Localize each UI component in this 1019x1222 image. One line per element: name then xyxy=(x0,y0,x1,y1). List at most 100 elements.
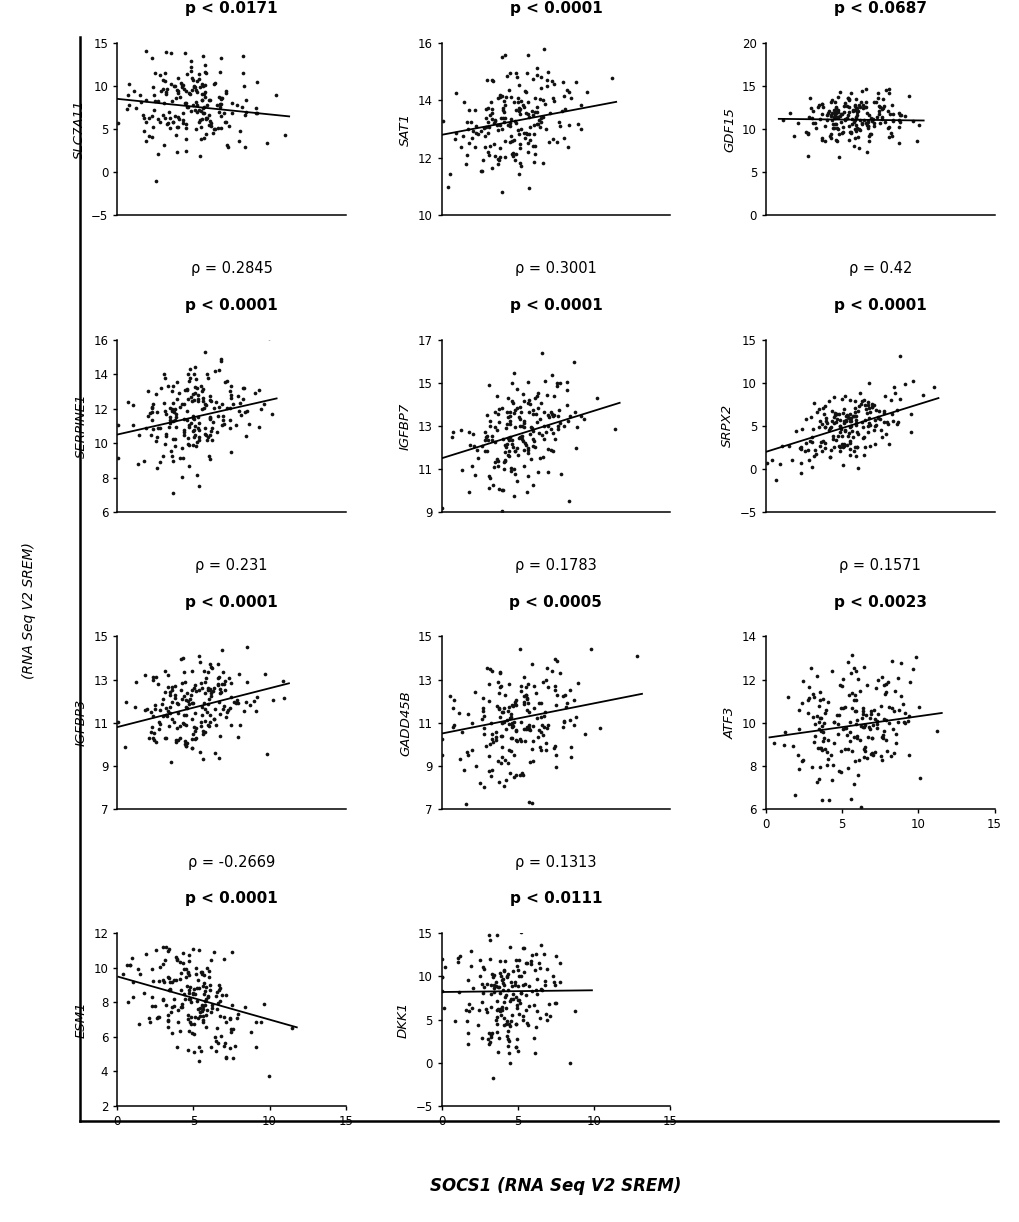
Point xyxy=(856,98,872,117)
Point xyxy=(488,1000,504,1019)
Point xyxy=(500,741,517,760)
Point xyxy=(557,697,574,716)
Point xyxy=(500,675,517,694)
Point xyxy=(234,46,251,66)
Point xyxy=(566,1002,582,1022)
Point xyxy=(484,760,500,780)
Point xyxy=(533,980,549,1000)
Point xyxy=(212,679,228,699)
Point xyxy=(810,720,826,739)
Point xyxy=(198,109,214,128)
Point xyxy=(846,406,862,425)
Point xyxy=(840,88,856,108)
Point xyxy=(194,400,210,419)
Point xyxy=(804,708,820,727)
Point xyxy=(863,397,879,417)
Point xyxy=(483,92,499,111)
Point xyxy=(850,750,866,770)
Point xyxy=(522,393,538,413)
Point xyxy=(189,82,205,101)
Point xyxy=(873,99,890,119)
Point xyxy=(158,84,174,104)
Point xyxy=(508,472,525,491)
Point xyxy=(175,649,192,668)
Point xyxy=(197,683,213,703)
Point xyxy=(876,112,893,132)
Point xyxy=(480,430,496,450)
Point xyxy=(163,1002,179,1022)
Point xyxy=(925,378,942,397)
Point xyxy=(546,75,562,94)
Point xyxy=(243,1022,259,1041)
Point xyxy=(191,413,207,433)
Point xyxy=(843,408,859,428)
Point xyxy=(518,123,534,143)
Point xyxy=(474,709,490,728)
Point xyxy=(847,690,863,710)
Point xyxy=(842,404,858,424)
Point xyxy=(494,973,511,992)
Point xyxy=(547,993,564,1013)
Point xyxy=(232,406,249,425)
Point xyxy=(886,378,902,397)
Text: p < 0.0001: p < 0.0001 xyxy=(510,298,601,313)
Y-axis label: GDF15: GDF15 xyxy=(722,106,736,152)
Point xyxy=(170,384,186,403)
Point xyxy=(828,705,845,725)
Point xyxy=(133,92,150,111)
Point xyxy=(859,116,875,136)
Point xyxy=(495,1015,512,1035)
Point xyxy=(173,78,190,98)
Y-axis label: SERPINE1: SERPINE1 xyxy=(74,393,88,458)
Point xyxy=(523,739,539,759)
Point xyxy=(865,395,881,414)
Point xyxy=(515,431,531,451)
Point xyxy=(828,120,845,139)
Point xyxy=(847,415,863,435)
Point xyxy=(501,1017,518,1036)
Point xyxy=(180,965,197,985)
Point xyxy=(195,98,211,117)
Point xyxy=(261,1067,277,1086)
Point xyxy=(479,71,495,90)
Point xyxy=(819,693,836,712)
Point xyxy=(508,398,525,418)
Point xyxy=(513,120,529,139)
Point xyxy=(177,967,194,986)
Point xyxy=(481,117,497,137)
Point xyxy=(826,130,843,149)
Point xyxy=(542,1006,558,1025)
Point xyxy=(825,100,842,120)
Point xyxy=(873,110,890,130)
Point xyxy=(182,992,199,1012)
Point xyxy=(513,677,529,697)
Point xyxy=(195,1000,211,1019)
Point xyxy=(813,94,829,114)
Point xyxy=(460,120,476,139)
Point xyxy=(848,710,864,730)
Point xyxy=(474,975,490,995)
Point xyxy=(875,403,892,423)
Point xyxy=(214,88,230,108)
Point xyxy=(233,98,250,117)
Point xyxy=(135,105,151,125)
Point xyxy=(869,83,886,103)
Point xyxy=(486,964,502,984)
Point xyxy=(846,657,862,677)
Point xyxy=(243,695,259,715)
Point xyxy=(200,662,216,682)
Point xyxy=(496,131,513,150)
Point xyxy=(186,425,203,445)
Point xyxy=(567,402,583,422)
Point xyxy=(202,448,218,468)
Point xyxy=(171,952,187,971)
Point xyxy=(496,435,513,455)
Point xyxy=(506,417,523,436)
Point xyxy=(891,103,907,122)
Point xyxy=(202,386,218,406)
Point xyxy=(856,737,872,756)
Point xyxy=(811,709,827,728)
Point xyxy=(149,428,165,447)
Point xyxy=(911,769,927,788)
Point xyxy=(230,401,247,420)
